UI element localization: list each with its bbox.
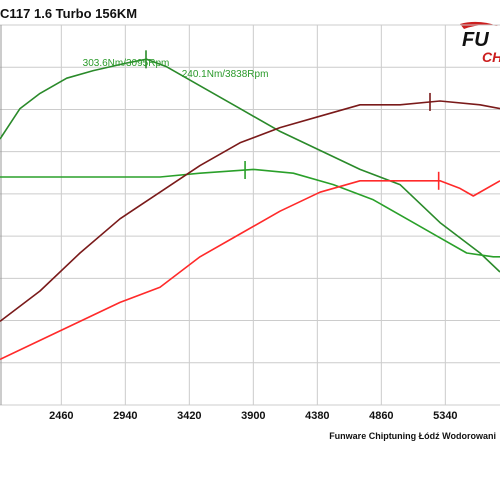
funware-logo: FU CH <box>458 20 500 65</box>
x-tick-label: 5340 <box>433 410 457 422</box>
logo-text-top: FU <box>462 29 489 51</box>
peak-annotation: 303.6Nm/3095Rpm <box>83 58 170 69</box>
chart-credit: Funware Chiptuning Łódź Wodorowani <box>329 431 496 441</box>
x-tick-label: 3420 <box>177 410 201 422</box>
series-line-torque_tuned <box>0 58 500 273</box>
x-tick-label: 4860 <box>369 410 393 422</box>
series-line-power_tuned <box>0 100 500 323</box>
series-line-power_stock <box>0 180 500 361</box>
x-tick-label: 4380 <box>305 410 329 422</box>
x-tick-label: 3900 <box>241 410 265 422</box>
x-tick-label: 2940 <box>113 410 137 422</box>
chart-title: C117 1.6 Turbo 156KM <box>0 6 138 21</box>
x-tick-label: 2460 <box>49 410 73 422</box>
series-line-torque_stock <box>0 168 500 258</box>
logo-mark: FU CH <box>460 21 500 65</box>
logo-text-bottom: CH <box>482 49 500 65</box>
peak-annotation: 240.1Nm/3838Rpm <box>182 69 269 80</box>
